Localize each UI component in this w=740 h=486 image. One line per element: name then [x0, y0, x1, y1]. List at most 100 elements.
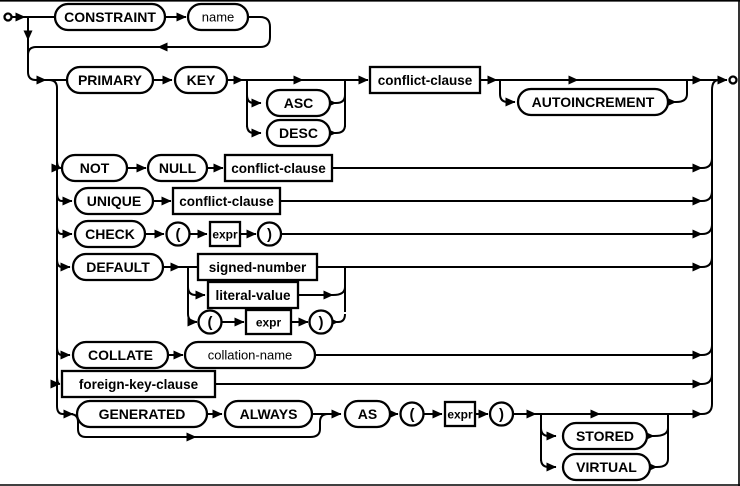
node-key-shape [173, 65, 229, 95]
node-generated-expr-shape[interactable] [443, 400, 477, 428]
node-literal-value[interactable]: literal-value [206, 280, 300, 310]
node-as: AS [343, 399, 392, 429]
node-default-shape [71, 252, 165, 282]
node-stored: STORED [561, 421, 649, 451]
node-default-lparen: ( [197, 309, 223, 335]
node-check-expr[interactable]: expr [208, 220, 242, 248]
node-conflict-clause-3-shape[interactable] [171, 186, 282, 216]
node-constraint-shape [53, 2, 167, 32]
node-check-expr-label[interactable]: expr [212, 228, 238, 242]
node-stored-shape [561, 421, 649, 451]
node-foreign-key-clause-label[interactable]: foreign-key-clause [79, 377, 199, 392]
node-check-rparen: ) [256, 221, 283, 247]
node-signed-number[interactable]: signed-number [196, 252, 319, 282]
node-asc-label: ASC [284, 95, 314, 111]
node-default-label: DEFAULT [86, 259, 150, 275]
node-generated-lparen-label: ( [410, 406, 415, 423]
node-check-lparen-shape [165, 221, 191, 247]
node-literal-value-label[interactable]: literal-value [215, 288, 291, 303]
node-null-shape [146, 153, 209, 183]
node-unique-shape [73, 186, 155, 216]
node-key: KEY [173, 65, 229, 95]
node-not-shape [60, 153, 129, 183]
node-conflict-clause-2-shape[interactable] [223, 153, 334, 183]
node-collate-shape [71, 340, 170, 370]
node-null-label: NULL [159, 160, 197, 176]
node-generated-shape [75, 399, 209, 429]
node-collation-name-label: collation-name [208, 348, 293, 363]
node-generated-lparen: ( [399, 401, 425, 427]
rail-arrows [12, 12, 728, 472]
node-generated-rparen-label: ) [499, 406, 504, 423]
node-conflict-clause-1[interactable]: conflict-clause [368, 65, 482, 95]
node-virtual: VIRTUAL [561, 452, 652, 482]
node-check-rparen-shape [256, 221, 283, 247]
node-check-label: CHECK [85, 226, 135, 242]
end-circle [728, 75, 738, 85]
node-signed-number-shape[interactable] [196, 252, 319, 282]
node-default-expr-shape[interactable] [244, 308, 293, 336]
node-check-lparen: ( [165, 221, 191, 247]
node-generated-rparen: ) [488, 401, 515, 427]
node-conflict-clause-2-label[interactable]: conflict-clause [231, 161, 326, 176]
node-check-shape [73, 219, 147, 249]
node-stored-label: STORED [576, 428, 634, 444]
node-collation-name-shape [183, 340, 317, 370]
node-name: name [186, 2, 250, 32]
node-signed-number-label[interactable]: signed-number [209, 260, 307, 275]
node-generated: GENERATED [75, 399, 209, 429]
node-generated-label: GENERATED [99, 406, 186, 422]
node-virtual-label: VIRTUAL [576, 459, 637, 475]
node-autoincrement-label: AUTOINCREMENT [532, 94, 655, 110]
node-generated-expr[interactable]: expr [443, 400, 477, 428]
node-asc-shape [265, 88, 332, 118]
node-autoincrement: AUTOINCREMENT [516, 87, 670, 117]
node-default-rparen-shape [308, 309, 334, 335]
node-null: NULL [146, 153, 209, 183]
node-collate-label: COLLATE [88, 347, 153, 363]
node-conflict-clause-3[interactable]: conflict-clause [171, 186, 282, 216]
node-default-lparen-shape [197, 309, 223, 335]
node-not: NOT [60, 153, 129, 183]
node-unique-label: UNIQUE [87, 193, 141, 209]
node-not-label: NOT [80, 160, 110, 176]
node-generated-expr-label[interactable]: expr [447, 408, 473, 422]
node-desc-shape [265, 118, 332, 148]
node-foreign-key-clause-shape[interactable] [60, 369, 217, 399]
node-unique: UNIQUE [73, 186, 155, 216]
node-autoincrement-shape [516, 87, 670, 117]
node-foreign-key-clause[interactable]: foreign-key-clause [60, 369, 217, 399]
start-circle [3, 12, 13, 22]
node-check-rparen-label: ) [267, 226, 272, 243]
node-conflict-clause-1-shape[interactable] [368, 65, 482, 95]
node-literal-value-shape[interactable] [206, 280, 300, 310]
node-check: CHECK [73, 219, 147, 249]
node-desc-label: DESC [279, 125, 318, 141]
node-key-label: KEY [187, 72, 216, 88]
node-conflict-clause-3-label[interactable]: conflict-clause [179, 194, 274, 209]
node-primary-label: PRIMARY [78, 72, 143, 88]
node-check-lparen-label: ( [176, 226, 181, 243]
node-virtual-shape [561, 452, 652, 482]
node-default-rparen: ) [308, 309, 334, 335]
node-name-label: name [202, 10, 235, 25]
node-default-expr[interactable]: expr [244, 308, 293, 336]
node-default-expr-label[interactable]: expr [256, 316, 282, 330]
node-conflict-clause-2[interactable]: conflict-clause [223, 153, 334, 183]
node-default-rparen-label: ) [319, 314, 324, 331]
node-collate: COLLATE [71, 340, 170, 370]
node-always: ALWAYS [223, 399, 314, 429]
node-asc: ASC [265, 88, 332, 118]
node-default: DEFAULT [71, 252, 165, 282]
node-generated-rparen-shape [488, 401, 515, 427]
node-always-label: ALWAYS [240, 406, 298, 422]
node-primary-shape [65, 65, 155, 95]
node-conflict-clause-1-label[interactable]: conflict-clause [378, 73, 473, 88]
node-collation-name: collation-name [183, 340, 317, 370]
node-check-expr-shape[interactable] [208, 220, 242, 248]
node-name-shape [186, 2, 250, 32]
node-constraint: CONSTRAINT [53, 2, 167, 32]
rail-lines [25, 16, 720, 468]
node-primary: PRIMARY [65, 65, 155, 95]
